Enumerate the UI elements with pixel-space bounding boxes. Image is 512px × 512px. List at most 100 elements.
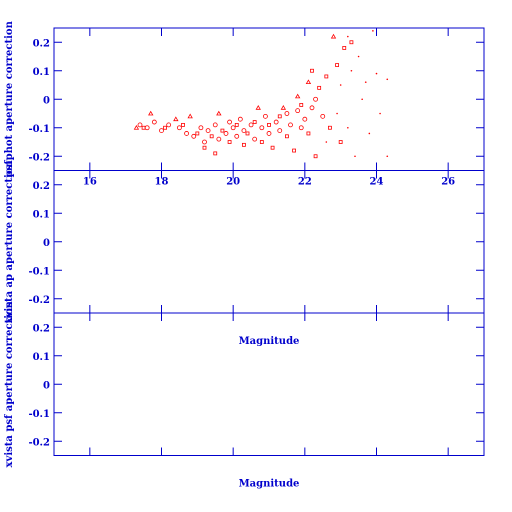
y-axis-label: psfphot aperture correction: [4, 20, 15, 177]
point: [317, 85, 322, 90]
point: [313, 96, 318, 102]
panel: -0.2 -0.1 0 0.1 0.2 xvista psf aperture corre…: [4, 300, 485, 490]
point: [248, 122, 254, 128]
point: [245, 131, 250, 136]
point: [202, 145, 207, 150]
panel: -0.2 -0.1 0 0.1 0.2 xvista ap aperture correc…: [4, 160, 485, 347]
point: [270, 145, 275, 150]
point: [342, 46, 347, 50]
point: [285, 134, 289, 139]
x-tick-label: 22: [298, 177, 312, 188]
point: [230, 125, 236, 131]
point: [212, 122, 218, 128]
point: [379, 112, 381, 115]
point: [220, 128, 225, 133]
point: [263, 113, 268, 119]
point: [227, 140, 232, 144]
point: [213, 151, 218, 156]
point: [361, 98, 363, 101]
panel: -0.2 -0.1 0 0.1 0.2 16 18 20 22 24 26 psfphot apert…: [4, 20, 485, 188]
point: [195, 131, 200, 136]
point: [144, 125, 150, 131]
point: [375, 72, 378, 75]
point: [252, 120, 257, 124]
x-tick-label: 16: [83, 177, 97, 188]
point: [330, 33, 337, 39]
point: [173, 116, 179, 122]
point: [216, 110, 222, 116]
point: [292, 148, 296, 153]
point: [223, 131, 229, 136]
point: [209, 134, 214, 139]
point: [151, 119, 157, 125]
point: [347, 35, 349, 38]
y-tick-label: -0.1: [28, 266, 50, 277]
point: [137, 122, 143, 128]
point: [339, 84, 342, 86]
point: [347, 126, 349, 129]
point: [202, 139, 207, 145]
point: [309, 105, 315, 111]
point: [349, 40, 354, 45]
y-axis-label: xvista psf aperture correction: [4, 300, 15, 467]
point: [277, 128, 283, 134]
point: [350, 69, 353, 72]
point: [299, 103, 304, 107]
plot-frame: [53, 170, 485, 314]
point: [372, 30, 374, 32]
point: [354, 155, 356, 158]
point: [234, 133, 240, 139]
x-tick-label: 26: [441, 177, 455, 188]
point: [255, 104, 261, 110]
point: [177, 125, 182, 131]
point: [320, 113, 326, 119]
point: [267, 123, 271, 127]
y-tick-label: 0.2: [33, 38, 50, 49]
point: [338, 140, 343, 144]
y-tick-label: 0: [43, 95, 50, 106]
x-axis-label: Magnitude: [239, 479, 300, 490]
point: [191, 133, 197, 139]
y-tick-label: 0.1: [33, 209, 50, 220]
point: [133, 124, 140, 130]
x-tick-label: 24: [370, 177, 384, 188]
y-tick-label: 0.1: [33, 352, 50, 363]
y-tick-label: 0.2: [33, 323, 50, 334]
point: [227, 119, 232, 125]
point: [159, 128, 164, 134]
y-tick-label: -0.2: [28, 295, 50, 306]
point: [216, 136, 222, 142]
point: [184, 131, 189, 136]
x-tick-label: 18: [155, 177, 169, 188]
point: [280, 104, 287, 110]
point: [368, 132, 371, 135]
point: [166, 122, 172, 128]
point: [277, 114, 282, 119]
point: [325, 141, 328, 143]
plot-frame: [53, 27, 485, 171]
point: [234, 123, 239, 127]
point: [310, 68, 314, 73]
point: [148, 110, 154, 116]
point: [252, 136, 258, 142]
y-tick-label: -0.1: [28, 124, 50, 135]
point: [237, 116, 243, 122]
point: [242, 142, 246, 147]
point: [328, 125, 332, 130]
point: [181, 123, 185, 127]
point: [298, 125, 304, 131]
point: [295, 108, 301, 114]
x-axis-label: Magnitude: [239, 336, 300, 347]
point: [336, 112, 338, 115]
point: [357, 55, 360, 58]
point: [198, 125, 204, 131]
point: [302, 116, 308, 122]
plot-frame: [53, 312, 485, 456]
y-tick-label: -0.1: [28, 409, 50, 420]
point: [205, 128, 211, 134]
point: [294, 93, 301, 99]
point: [163, 125, 167, 130]
point: [305, 79, 312, 85]
y-tick-label: 0.1: [33, 67, 50, 78]
